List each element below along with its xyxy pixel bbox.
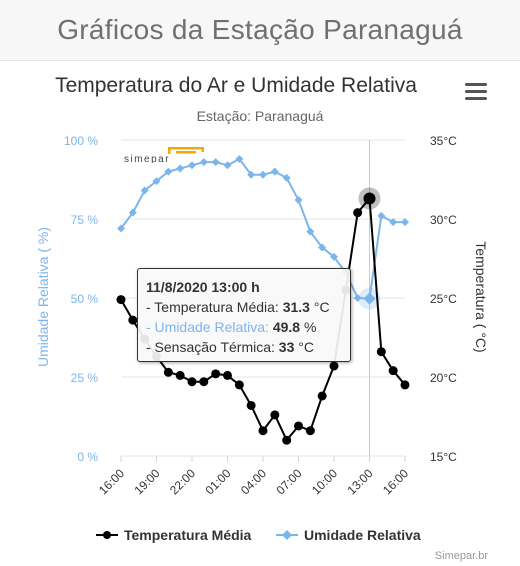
temperature-point xyxy=(270,410,280,420)
tooltip-feel-value: 33 xyxy=(278,339,295,355)
page-title: Gráficos da Estação Paranaguá xyxy=(57,14,463,45)
humidity-point xyxy=(199,158,208,167)
humidity-point xyxy=(401,218,409,227)
x-tick-label: 10:00 xyxy=(309,466,340,497)
credits[interactable]: Simepar.br xyxy=(435,550,489,562)
temperature-point xyxy=(128,315,138,325)
legend: Temperatura Média Umidade Relativa xyxy=(96,527,421,543)
right-axis-ticks: 15°C 20°C 25°C 30°C 35°C xyxy=(430,134,457,464)
tooltip-temp-row: - Temperatura Média: 31.3 °C xyxy=(146,299,330,315)
tooltip-hum-row: - Umidade Relativa: 49.8 % xyxy=(146,319,317,335)
right-tick-label: 25°C xyxy=(430,292,457,306)
left-tick-label: 25 % xyxy=(71,371,99,385)
x-tick-label: 13:00 xyxy=(344,466,375,497)
left-axis-ticks: 0 % 25 % 50 % 75 % 100 % xyxy=(64,134,98,464)
humidity-point xyxy=(164,167,173,176)
left-tick-label: 100 % xyxy=(64,134,98,148)
x-axis-ticks: 16:00 19:00 22:00 01:00 04:00 07:00 10:00 13:00… xyxy=(96,456,411,497)
humidity-point xyxy=(389,218,398,227)
legend-hum-symbol xyxy=(282,530,292,540)
humidity-point xyxy=(377,211,386,220)
temperature-point xyxy=(329,361,339,371)
humidity-point xyxy=(363,292,376,305)
x-tick-label: 22:00 xyxy=(167,466,198,497)
temperature-point xyxy=(175,370,185,380)
legend-hum-label[interactable]: Umidade Relativa xyxy=(304,527,421,543)
temperature-point xyxy=(187,377,197,387)
left-axis-title: Umidade Relativa ( %) xyxy=(35,227,51,367)
left-tick-label: 50 % xyxy=(71,292,99,306)
chart-title: Temperatura do Ar e Umidade Relativa xyxy=(55,74,417,97)
temperature-point xyxy=(294,421,303,431)
temperature-point xyxy=(317,391,327,401)
temperature-point xyxy=(353,208,363,218)
left-tick-label: 75 % xyxy=(71,213,99,227)
temperature-point xyxy=(363,192,376,205)
legend-temp-label[interactable]: Temperatura Média xyxy=(124,527,252,543)
right-tick-label: 35°C xyxy=(430,134,457,148)
temperature-point xyxy=(282,435,292,445)
right-tick-label: 20°C xyxy=(430,371,457,385)
tooltip: 11/8/2020 13:00 h - Temperatura Média: 3… xyxy=(137,268,351,362)
x-tick-label: 04:00 xyxy=(238,466,269,497)
temperature-point xyxy=(376,347,386,357)
x-tick-label: 19:00 xyxy=(131,466,162,497)
tooltip-title: 11/8/2020 13:00 h xyxy=(146,279,260,295)
logo-text: simepar xyxy=(124,154,170,163)
humidity-point xyxy=(259,170,267,179)
temperature-point xyxy=(258,426,268,436)
chart-subtitle: Estação: Paranaguá xyxy=(197,108,324,124)
x-tick-label: 01:00 xyxy=(202,466,233,497)
temperature-point xyxy=(305,426,315,436)
temperature-point xyxy=(116,295,126,305)
temperature-point xyxy=(163,367,173,377)
legend-temp-symbol xyxy=(103,531,111,539)
temperature-point xyxy=(388,366,398,376)
x-tick-label: 16:00 xyxy=(96,466,127,497)
humidity-point xyxy=(140,186,149,195)
humidity-point xyxy=(330,252,338,261)
humidity-point xyxy=(223,161,232,170)
hamburger-menu-icon[interactable] xyxy=(465,83,487,101)
temperature-point xyxy=(400,380,410,390)
humidity-point xyxy=(306,227,315,236)
x-tick-label: 16:00 xyxy=(380,466,411,497)
humidity-point xyxy=(176,164,185,173)
humidity-point xyxy=(282,173,291,182)
humidity-point xyxy=(235,154,244,163)
temperature-point xyxy=(199,377,209,387)
humidity-point xyxy=(318,243,327,252)
humidity-point xyxy=(247,170,256,179)
humidity-point xyxy=(211,158,220,167)
humidity-point xyxy=(128,208,137,217)
temperature-point xyxy=(246,400,256,410)
humidity-point xyxy=(117,224,125,233)
left-tick-label: 0 % xyxy=(77,450,98,464)
tooltip-temp-value: 31.3 xyxy=(282,299,310,315)
humidity-point xyxy=(270,167,279,176)
temperature-point xyxy=(223,370,232,380)
tooltip-feel-row: - Sensação Térmica: 33 °C xyxy=(146,339,314,355)
humidity-point xyxy=(294,196,303,205)
temperature-point xyxy=(234,380,244,390)
simepar-logo: simepar xyxy=(124,147,204,165)
temperature-point xyxy=(211,369,221,379)
right-tick-label: 30°C xyxy=(430,213,457,227)
tooltip-hum-value: 49.8 xyxy=(272,319,301,335)
right-axis-title: Temperatura ( °C) xyxy=(473,241,489,352)
humidity-point xyxy=(353,294,362,302)
x-tick-label: 07:00 xyxy=(273,466,304,497)
humidity-point xyxy=(152,177,161,186)
right-tick-label: 15°C xyxy=(430,450,457,464)
page-header: Gráficos da Estação Paranaguá xyxy=(0,0,520,61)
humidity-point xyxy=(188,161,196,170)
